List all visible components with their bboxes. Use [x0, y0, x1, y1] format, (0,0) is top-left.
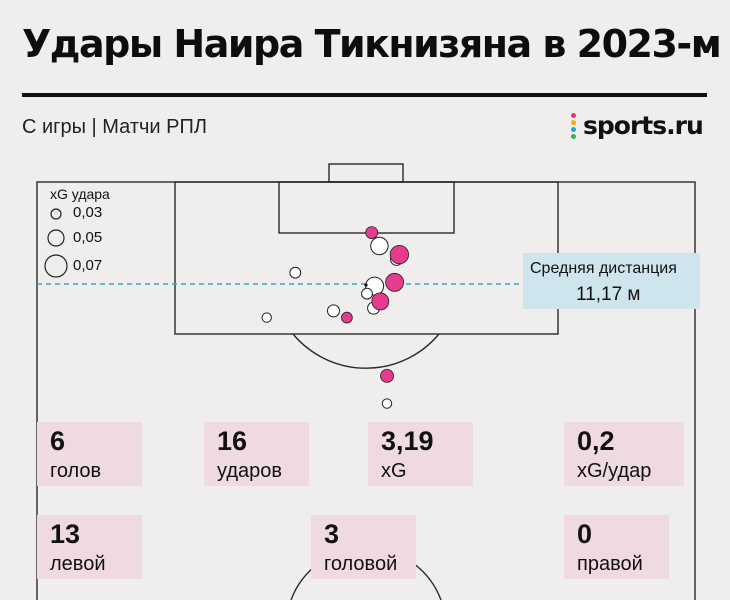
stat-xg: [368, 422, 473, 486]
shot-miss-point: [261, 312, 272, 323]
shot-goal-point: [341, 311, 353, 324]
logo-dots-icon: [571, 113, 577, 141]
legend-circle: [44, 254, 68, 278]
legend-label-large: 0,07: [73, 257, 103, 274]
legend-title: xG удара: [50, 186, 110, 202]
shot-goal-point: [389, 245, 409, 265]
stat-header: [311, 515, 416, 579]
shot-miss-point: [327, 304, 340, 318]
penalty-area: [174, 181, 559, 335]
shot-miss-point: [381, 398, 393, 409]
stat-xg-per-shot: [564, 422, 684, 486]
stat-goals-label: голов: [50, 460, 102, 482]
stat-header-value: 3: [324, 519, 340, 549]
penalty-arc: [292, 333, 440, 369]
average-distance-label: Средняя дистанция: [530, 260, 677, 277]
stat-left-foot-value: 13: [50, 519, 81, 549]
stat-xg-per-shot-value: 0,2: [577, 426, 615, 456]
legend-label-small: 0,03: [73, 204, 103, 221]
stat-goals-value: 6: [50, 426, 66, 456]
legend-label-medium: 0,05: [73, 229, 103, 246]
stat-xg-value: 3,19: [381, 426, 434, 456]
stat-shots-value: 16: [217, 426, 248, 456]
average-distance-value: 11,17 м: [576, 284, 641, 305]
stat-shots-label: ударов: [217, 460, 282, 482]
shot-goal-point: [380, 368, 394, 383]
page-subtitle: С игры | Матчи РПЛ: [22, 116, 207, 138]
stat-xg-per-shot-label: xG/удар: [577, 460, 652, 482]
stat-xg-label: xG: [381, 460, 407, 482]
stat-goals: [37, 422, 142, 486]
title-divider: [22, 93, 707, 97]
stat-left-foot: [37, 515, 142, 579]
shot-goal-point: [385, 272, 405, 292]
six-yard-box: [278, 181, 455, 234]
sports-ru-logo: sports.ru: [583, 111, 704, 140]
shot-miss-point: [370, 236, 389, 256]
shot-goal-point: [371, 292, 390, 311]
average-distance-box: [523, 253, 700, 309]
legend-circle: [47, 229, 65, 247]
goal-box: [328, 163, 404, 183]
shot-miss-point: [361, 287, 373, 300]
shot-miss-point: [289, 266, 302, 279]
shot-goal-point: [365, 226, 379, 240]
goal-center-marker: [364, 283, 368, 287]
stat-right-foot-label: правой: [577, 553, 643, 575]
stat-right-foot: [564, 515, 669, 579]
legend-circle: [50, 208, 62, 220]
stat-left-foot-label: левой: [50, 553, 106, 575]
page-title: Удары Наира Тикнизяна в 2023-м: [22, 22, 722, 66]
stat-right-foot-value: 0: [577, 519, 593, 549]
stat-shots: [204, 422, 309, 486]
stat-header-label: головой: [324, 553, 398, 575]
